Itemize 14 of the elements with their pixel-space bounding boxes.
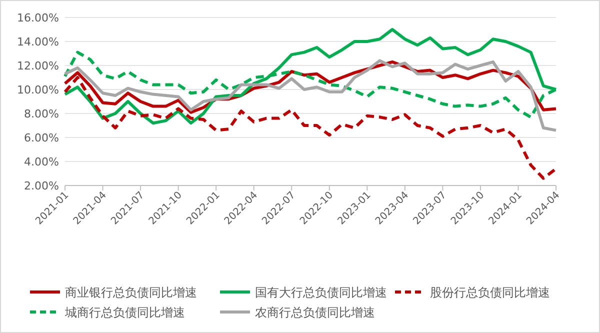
y-tick-label: 14.00% bbox=[17, 36, 59, 48]
legend-label: 商业银行总负债同比增速 bbox=[65, 286, 197, 300]
y-tick-label: 16.00% bbox=[17, 12, 59, 24]
y-tick-label: 2.00% bbox=[24, 180, 59, 192]
legend-label: 农商行总负债同比增速 bbox=[255, 306, 375, 320]
line-series bbox=[64, 59, 558, 132]
legend-label: 股份行总负债同比增速 bbox=[430, 286, 550, 300]
y-tick-label: 4.00% bbox=[24, 156, 59, 168]
y-tick-label: 8.00% bbox=[24, 108, 59, 120]
legend-label: 国有大行总负债同比增速 bbox=[255, 286, 387, 300]
y-tick-label: 10.00% bbox=[17, 84, 59, 96]
legend-label: 城商行总负债同比增速 bbox=[64, 306, 185, 320]
y-tick-label: 12.00% bbox=[17, 60, 59, 72]
y-tick-label: 6.00% bbox=[24, 132, 59, 144]
